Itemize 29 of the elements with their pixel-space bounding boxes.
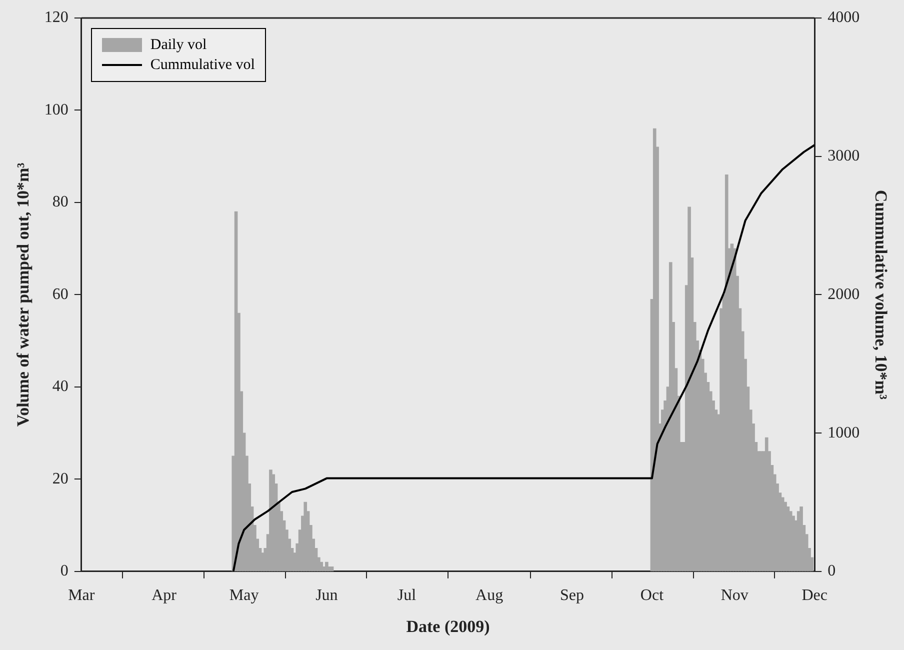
x-tick-label: Dec: [802, 587, 828, 604]
x-tick-label: Jun: [316, 587, 338, 604]
y-tick-label: 80: [52, 194, 68, 211]
legend-label: Daily vol: [150, 36, 207, 55]
x-tick-label: Nov: [720, 587, 748, 604]
legend-label: Cummulative vol: [150, 56, 255, 75]
x-tick-label: Aug: [476, 587, 504, 604]
x-tick-label: Jul: [397, 587, 417, 604]
x-axis-title: Date (2009): [406, 617, 490, 636]
x-tick-label: Apr: [152, 587, 178, 604]
y2-tick-label: 0: [828, 562, 836, 580]
y-tick-label: 20: [52, 470, 68, 488]
y-tick-label: 0: [60, 562, 68, 580]
x-tick-label: May: [229, 587, 259, 604]
bar: [688, 206, 691, 572]
y-axis-title: Volume of water pumped out, 10*m³: [14, 162, 33, 427]
y2-tick-label: 3000: [828, 148, 860, 165]
x-tick-label: Oct: [640, 587, 664, 604]
x-tick-label: Mar: [68, 587, 96, 604]
y-tick-label: 60: [52, 286, 68, 303]
bar: [800, 506, 803, 572]
y2-tick-label: 1000: [828, 424, 860, 442]
y2-tick-label: 2000: [828, 286, 860, 303]
y2-axis-title: Cummulative volume, 10*m³: [871, 190, 890, 400]
y-tick-label: 100: [44, 101, 68, 118]
y-tick-label: 40: [52, 378, 68, 396]
y-tick-label: 120: [44, 9, 68, 26]
y2-tick-label: 4000: [828, 9, 860, 26]
x-tick-label: Sep: [560, 587, 584, 604]
